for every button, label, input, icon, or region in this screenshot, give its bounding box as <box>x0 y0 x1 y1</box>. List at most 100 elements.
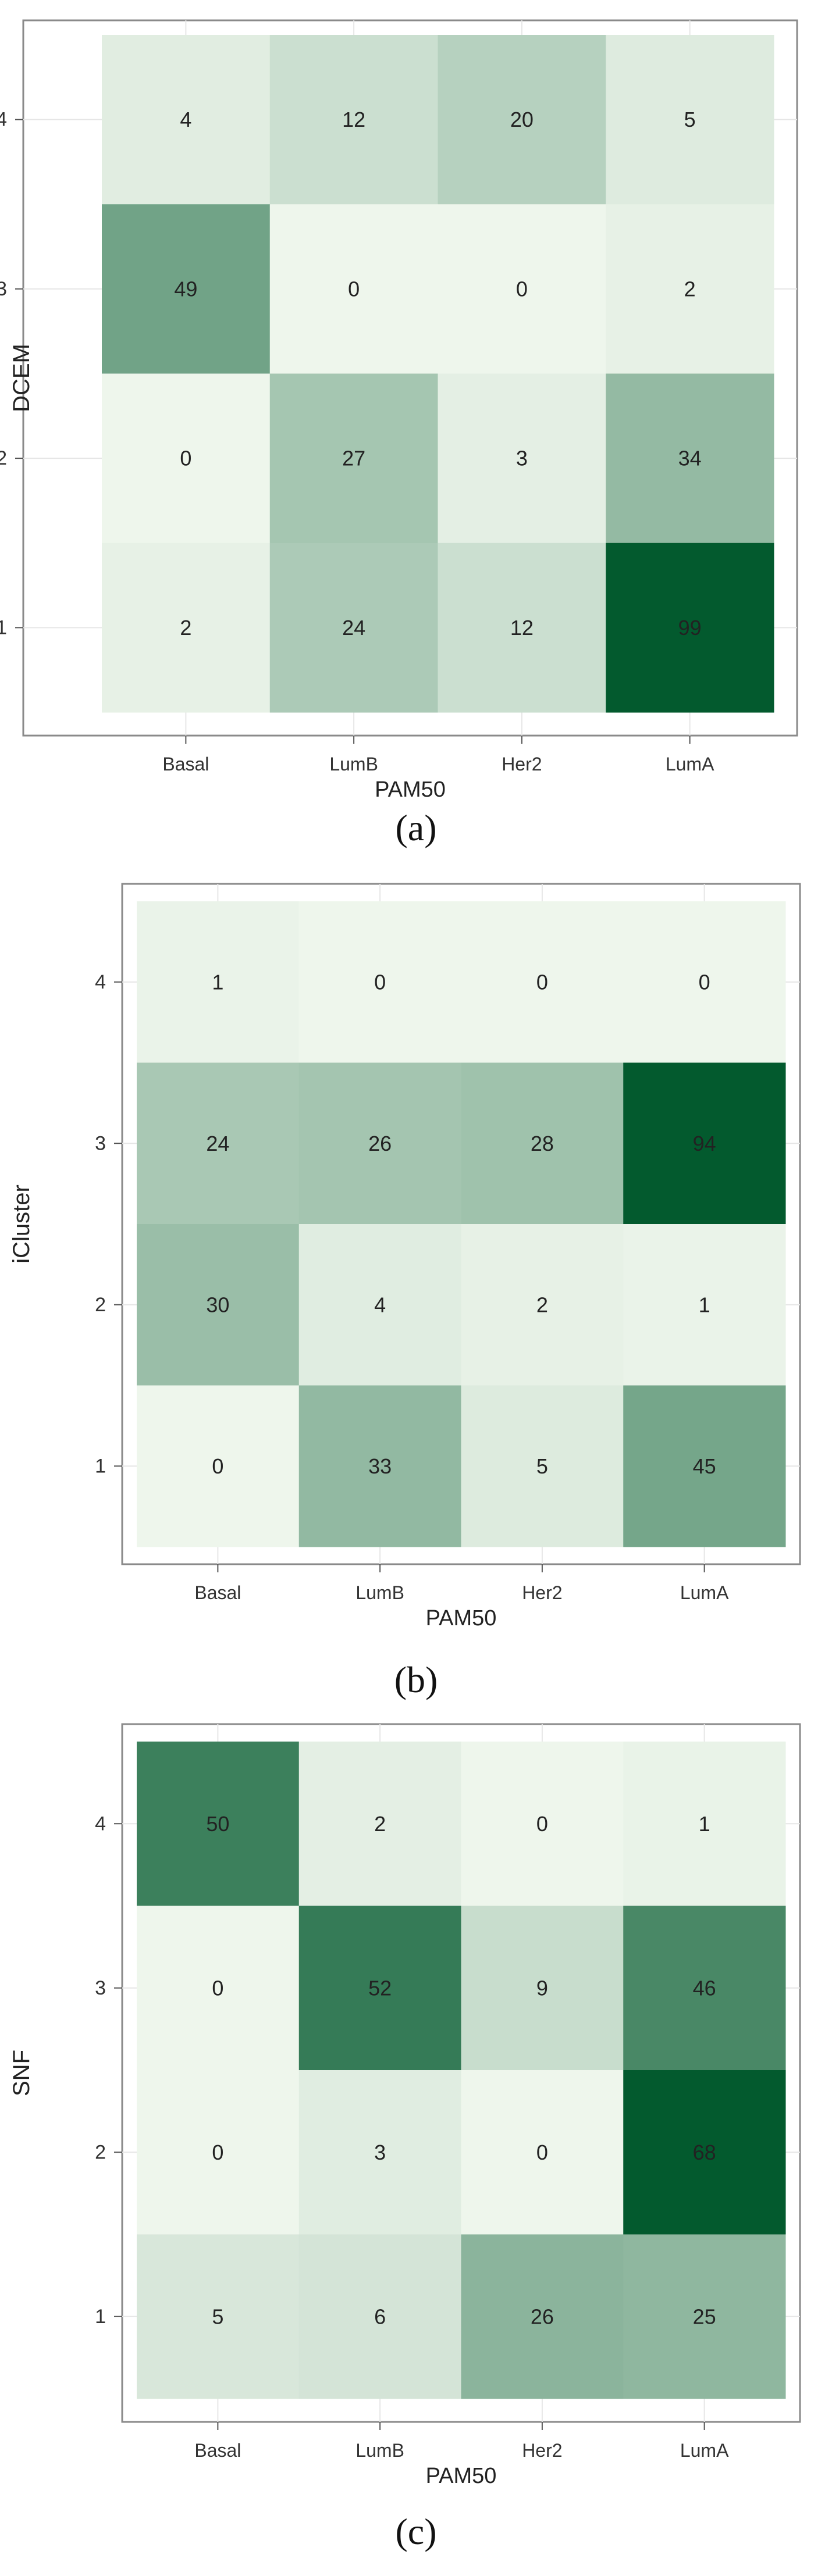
cell-value-label: 24 <box>206 1132 229 1155</box>
y-axis-title: iCluster <box>9 1184 34 1264</box>
x-tick-label: LumA <box>680 1582 729 1603</box>
heatmap-cell <box>623 1224 786 1386</box>
heatmap-cell <box>606 204 774 374</box>
x-tick-label: Basal <box>194 1582 241 1603</box>
cell-value-label: 2 <box>536 1293 548 1316</box>
cell-value-label: 0 <box>212 1976 223 2000</box>
heatmap-cell <box>461 901 624 1063</box>
x-tick-label: Basal <box>194 2440 241 2461</box>
panel-label: (b) <box>394 1659 438 1700</box>
heatmap-cell <box>137 1906 300 2071</box>
heatmap-cell <box>137 901 300 1063</box>
cell-value-label: 0 <box>212 1454 223 1478</box>
x-tick-label: LumB <box>329 754 378 775</box>
x-tick-label: LumB <box>355 1582 404 1603</box>
x-tick-label: LumA <box>680 2440 729 2461</box>
heatmap-cell <box>623 2234 786 2399</box>
x-axis-title: PAM50 <box>426 1606 497 1630</box>
cell-value-label: 0 <box>180 447 191 470</box>
heatmap-cell <box>623 901 786 1063</box>
x-tick-label: LumA <box>666 754 714 775</box>
cell-value-label: 5 <box>684 108 696 131</box>
y-tick-label: 3 <box>0 278 7 300</box>
cell-value-label: 0 <box>516 277 528 301</box>
y-tick-label: 3 <box>95 1977 106 1999</box>
y-tick-label: 1 <box>0 616 7 638</box>
heatmap-cell <box>461 1385 624 1547</box>
heatmap-cell <box>623 1062 786 1225</box>
heatmap-cell <box>623 1385 786 1547</box>
heatmap-cell <box>623 1742 786 1906</box>
cell-value-label: 6 <box>374 2304 386 2328</box>
heatmap-cell <box>298 1906 461 2071</box>
cell-value-label: 1 <box>699 1293 710 1316</box>
panel-label: (a) <box>395 807 436 848</box>
cell-value-label: 12 <box>342 108 365 131</box>
cell-value-label: 0 <box>536 970 548 994</box>
heatmap-cell <box>298 1385 461 1547</box>
x-tick-label: Her2 <box>522 2440 562 2461</box>
cell-value-label: 2 <box>180 616 191 640</box>
cell-value-label: 99 <box>678 616 702 640</box>
cell-value-label: 5 <box>212 2304 223 2328</box>
heatmap-cell <box>623 2070 786 2235</box>
heatmap-cell <box>606 373 774 544</box>
cell-value-label: 27 <box>342 447 365 470</box>
cell-value-label: 20 <box>510 108 534 131</box>
cell-value-label: 26 <box>531 2304 554 2328</box>
heatmap-cell <box>461 1224 624 1386</box>
cell-value-label: 34 <box>678 447 702 470</box>
y-tick-label: 1 <box>95 1455 106 1477</box>
y-tick-label: 4 <box>95 1813 106 1835</box>
cell-value-label: 46 <box>693 1976 716 2000</box>
heatmap-cell <box>461 1742 624 1906</box>
x-tick-label: Her2 <box>502 754 542 775</box>
y-axis-title: DCEM <box>9 344 34 412</box>
cell-value-label: 0 <box>374 970 386 994</box>
cell-value-label: 4 <box>180 108 191 131</box>
panel-label: (c) <box>395 2511 436 2552</box>
cell-value-label: 0 <box>212 2140 223 2164</box>
heatmap-cell <box>606 35 774 205</box>
heatmap-cell <box>298 1224 461 1386</box>
cell-value-label: 52 <box>368 1976 392 2000</box>
heatmap-cell <box>461 2070 624 2235</box>
heatmap-cell <box>269 35 438 205</box>
y-tick-label: 4 <box>95 971 106 993</box>
heatmap-cell <box>137 2234 300 2399</box>
x-tick-label: Her2 <box>522 1582 562 1603</box>
heatmap-cell <box>438 373 606 544</box>
heatmap-cell <box>269 204 438 374</box>
y-tick-label: 2 <box>95 2141 106 2163</box>
cell-value-label: 1 <box>699 1812 710 1836</box>
cell-value-label: 26 <box>368 1132 392 1155</box>
heatmap-cell <box>298 2234 461 2399</box>
heatmap-cell <box>102 204 271 374</box>
cell-value-label: 0 <box>536 1812 548 1836</box>
cell-value-label: 50 <box>206 1812 229 1836</box>
cell-value-label: 5 <box>536 1454 548 1478</box>
heatmap-panel-3: 50 2 0 1 0 52 9 46 0 3 0 68 5 6 26 25 4 3 2 1 Basal LumB Her2 L… <box>9 1723 801 2552</box>
heatmap-cell <box>269 373 438 544</box>
cell-value-label: 1 <box>212 970 223 994</box>
cell-value-label: 49 <box>174 277 197 301</box>
cell-value-label: 12 <box>510 616 534 640</box>
heatmap-cell <box>438 35 606 205</box>
cell-value-label: 30 <box>206 1293 229 1316</box>
heatmap-cell <box>137 1062 300 1225</box>
heatmap-cell <box>298 1062 461 1225</box>
heatmap-cell <box>298 1742 461 1906</box>
cell-value-label: 94 <box>693 1132 716 1155</box>
heatmap-cell <box>606 543 774 713</box>
x-tick-label: LumB <box>355 2440 404 2461</box>
y-tick-label: 2 <box>95 1294 106 1316</box>
heatmap-cell <box>461 1062 624 1225</box>
cell-value-label: 0 <box>536 2140 548 2164</box>
heatmap-panel-2: 1 0 0 0 24 26 28 94 30 4 2 1 0 33 5 45 4 3 2 1 Basal LumB Her2… <box>9 883 801 1700</box>
cell-value-label: 28 <box>531 1132 554 1155</box>
x-tick-label: Basal <box>162 754 209 775</box>
heatmap-cell <box>137 2070 300 2235</box>
cell-value-label: 2 <box>684 277 696 301</box>
